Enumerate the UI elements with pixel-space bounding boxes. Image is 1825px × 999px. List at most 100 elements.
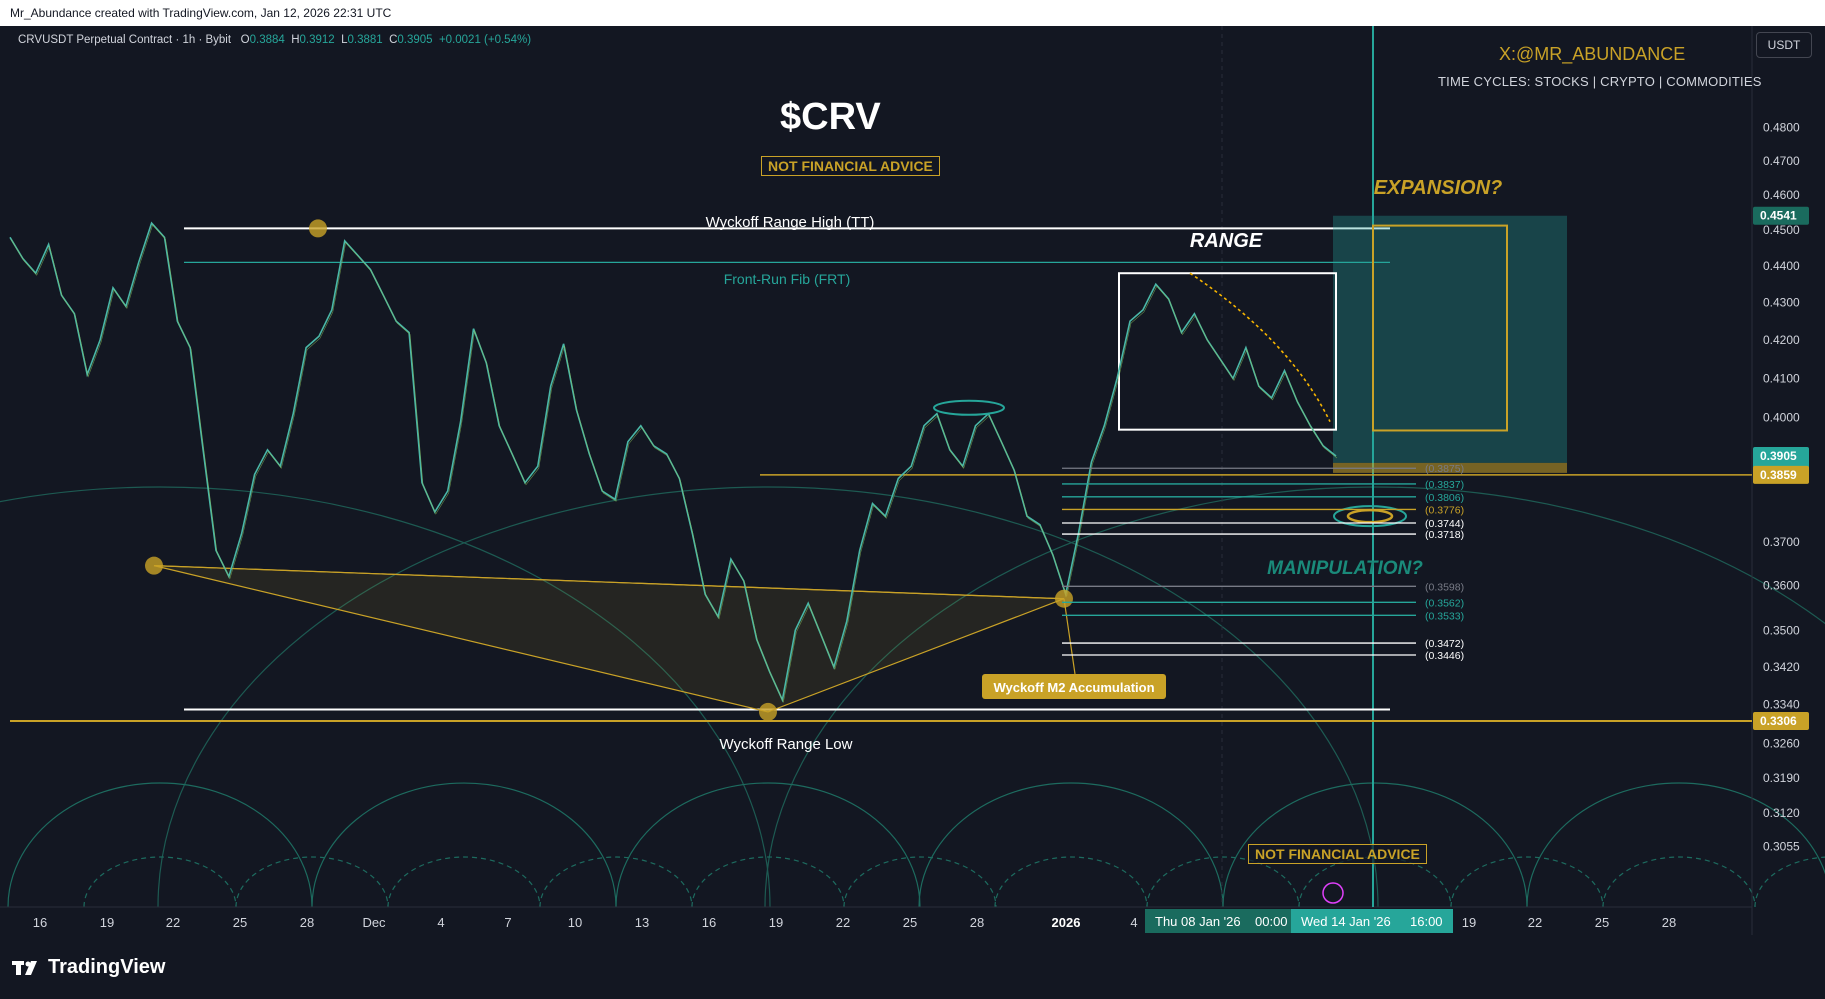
time-tick-label: 28 [1662,915,1676,930]
time-tick-label: 4 [1130,915,1137,930]
price-tick-label: 0.4800 [1763,120,1800,134]
time-range-start [1145,909,1291,933]
time-tick-label: 16 [702,915,716,930]
price-tick-label: 0.3120 [1763,806,1800,820]
order-block [1333,462,1567,473]
price-tick-label: 0.3190 [1763,771,1800,785]
cycle-arc-small [539,856,693,908]
price-tick-label: 0.4700 [1763,154,1800,168]
time-tick-label: 13 [635,915,649,930]
accumulation-top-edge [153,565,1065,600]
cycle-arc-mid [918,782,1224,908]
price-tick-label: 0.4000 [1763,411,1800,425]
price-tick-label: 0.4100 [1763,371,1800,385]
cycle-arc-mid [311,782,617,908]
price-tick-label: 0.3420 [1763,660,1800,674]
alert-icon [1322,882,1344,904]
fib-label: (0.3837) [1425,479,1464,491]
price-series [9,219,1407,721]
price-axis[interactable]: 0.4800 0.4700 0.4600 0.4500 0.4400 0.4300 0.42… [1753,120,1809,854]
time-tick-label: 25 [903,915,917,930]
time-tick-label: 25 [233,915,247,930]
cycle-arc-mid [7,782,313,908]
time-cycle-arcs [0,486,1825,908]
time-range-end-time: 16:00 [1410,914,1443,929]
time-tick-label: 25 [1595,915,1609,930]
time-tick-label: Dec [362,915,386,930]
time-range-start-label: Thu 08 Jan '26 [1155,914,1241,929]
time-tick-label: 28 [970,915,984,930]
chart-background [0,26,1825,937]
decay-curve [1189,272,1331,423]
fib-label: (0.3806) [1425,492,1464,504]
chart-area[interactable]: (0.3875) (0.3837) (0.3806) (0.3776) (0.3744)… [0,26,1825,937]
attribution-text: Mr_Abundance created with TradingView.co… [10,6,392,20]
cycle-arc-small [843,856,997,908]
price-tick-label: 0.4300 [1763,296,1800,310]
fib-label: (0.3446) [1425,650,1464,662]
price-tick-label: 0.3340 [1763,698,1800,712]
ohlc-high: 0.3912 [299,34,335,46]
expansion-target-box [1372,224,1508,432]
price-line-shadow [10,224,1338,703]
time-axis[interactable]: 16 19 22 25 28 Dec 4 7 10 13 16 19 22 25 28 2026 4 19 22 25… [33,882,1676,933]
cycle-arc-small [1146,856,1300,908]
price-tick-label: 0.3055 [1763,840,1800,854]
footer [0,937,1825,999]
cycle-arc-small [83,856,237,908]
cycle-arc-large [0,486,771,908]
fib-label: (0.3875) [1425,463,1464,475]
symbol-info[interactable]: CRVUSDT Perpetual Contract · 1h · Bybit … [18,34,531,46]
price-chart[interactable]: (0.3875) (0.3837)(0.3806)(0.3776) (0.3744)… [0,26,1825,937]
expansion-zone [1333,215,1567,463]
manipulation-label: MANIPULATION? [1267,558,1423,579]
fib-label: (0.3562) [1425,597,1464,609]
ohlc-o-label: O [240,34,250,46]
time-tick-label: 2026 [1052,915,1081,930]
cycle-arc-small [387,856,541,908]
ohlc-open: 0.3884 [249,34,285,46]
pivot-marker [145,556,163,575]
cycle-arc-small [691,856,845,908]
price-tick-label: 0.4600 [1763,188,1800,202]
price-badge [1753,465,1809,484]
nfa-top-badge: NOT FINANCIAL ADVICE [761,156,940,176]
fib-label: (0.3533) [1425,610,1464,622]
annotations [10,215,1752,723]
price-tick-label: 0.3600 [1763,578,1800,592]
price-tick-label: 0.3260 [1763,736,1800,750]
tradingview-logo[interactable]: TradingView [12,956,165,979]
accumulation-label: Wyckoff M2 Accumulation [993,680,1154,695]
currency-button[interactable]: USDT [1756,32,1812,58]
range-high-label: Wyckoff Range High (TT) [706,214,875,231]
fib-label: (0.3598) [1425,581,1464,593]
cycle-arc-small [1602,856,1756,908]
brand-name: TradingView [48,956,166,978]
cycle-arc-mid [1526,782,1825,908]
cycle-arc-mid [615,782,921,908]
range-box [1118,272,1337,431]
fib-label: (0.3744) [1425,518,1464,530]
nfa-bottom-badge: NOT FINANCIAL ADVICE [1248,844,1427,864]
time-tick-label: 28 [300,915,314,930]
time-tick-label: 7 [504,915,511,930]
time-tick-label: 22 [836,915,850,930]
manipulation-ellipse-inner [1346,508,1394,524]
price-tick-label: 0.4500 [1763,223,1800,237]
price-tick-label: 0.4200 [1763,333,1800,347]
time-tick-label: 19 [1462,915,1476,930]
ohlc-l-label: L [341,34,348,46]
price-badge-text: 0.4541 [1760,209,1797,223]
fib-label: (0.3718) [1425,529,1464,541]
time-tick-label: 10 [568,915,582,930]
price-badge-text: 0.3306 [1760,714,1797,728]
ohlc-change: +0.0021 (+0.54%) [438,34,532,46]
ohlc-close: 0.3905 [397,34,433,46]
symbol-name[interactable]: CRVUSDT Perpetual Contract · 1h · Bybit [18,34,232,46]
cycle-arc-small [994,856,1148,908]
time-tick-label: 16 [33,915,47,930]
range-label: RANGE [1190,230,1263,252]
fib-levels: (0.3875) (0.3837)(0.3806)(0.3776) (0.3744)… [1062,463,1464,662]
price-badge [1753,206,1809,225]
time-range-start-time: 00:00 [1255,914,1288,929]
